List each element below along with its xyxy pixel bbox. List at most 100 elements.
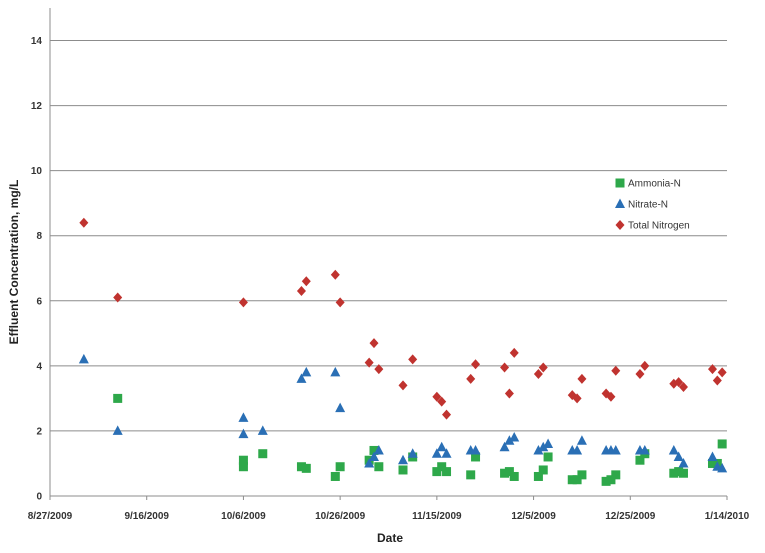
nitrate-n-point <box>572 444 583 455</box>
ammonia-n-point <box>238 455 248 465</box>
nitrate-n-point <box>717 462 728 473</box>
data-points <box>78 217 728 486</box>
ammonia-n-point <box>398 465 408 475</box>
total-nitrogen-point <box>577 373 587 384</box>
y-tick-label: 0 <box>36 492 42 503</box>
legend: Ammonia-N Nitrate-N Total Nitrogen <box>615 178 690 232</box>
ammonia-n-point <box>611 470 621 480</box>
ammonia-n-point <box>635 455 645 465</box>
ammonia-n-point <box>509 471 519 481</box>
nitrate-n-point <box>398 454 409 465</box>
ammonia-n-point <box>442 467 452 477</box>
ammonia-n-point <box>432 467 442 477</box>
nitrate-n-point <box>499 441 510 452</box>
nitrate-n-point <box>301 366 312 377</box>
total-nitrogen-point <box>364 357 374 368</box>
ammonia-n-point <box>567 475 577 485</box>
x-tick-label: 10/26/2009 <box>315 511 365 522</box>
total-nitrogen-point <box>471 359 481 370</box>
ammonia-n-point <box>258 449 268 459</box>
nitrate-n-point <box>538 441 549 452</box>
total-nitrogen-point <box>533 369 543 379</box>
x-tick-label: 8/27/2009 <box>28 511 73 522</box>
y-tick-label: 6 <box>36 296 42 307</box>
total-nitrogen-legend-marker <box>615 220 625 230</box>
gridlines <box>50 40 727 432</box>
x-tick-label: 12/25/2009 <box>605 511 655 522</box>
nitrate-n-point <box>504 435 515 445</box>
nitrate-n-point <box>509 431 520 442</box>
x-tick-label: 12/5/2009 <box>511 511 556 522</box>
ammonia-n-point <box>572 475 582 485</box>
total-nitrogen-point <box>301 276 311 287</box>
nitrate-n-point <box>373 444 384 455</box>
nitrate-n-point <box>335 402 346 413</box>
nitrate-n-point <box>238 412 249 422</box>
total-nitrogen-point <box>442 409 452 420</box>
total-nitrogen-point <box>509 347 519 358</box>
x-tick-label: 11/15/2009 <box>412 511 462 522</box>
nitrate-n-point <box>673 451 684 461</box>
ammonia-n-point <box>330 471 340 481</box>
ammonia-n-point <box>707 458 717 468</box>
nitrate-n-point <box>678 457 689 468</box>
nitrate-n-point <box>639 444 650 455</box>
total-nitrogen-point <box>330 269 340 280</box>
total-nitrogen-point <box>500 362 510 373</box>
total-nitrogen-point <box>606 391 616 402</box>
ammonia-n-point <box>678 468 688 478</box>
total-nitrogen-point <box>640 360 650 371</box>
nitrate-n-point <box>330 366 341 377</box>
nitrate-n-point <box>407 448 418 458</box>
ammonia-n-point <box>466 470 476 480</box>
nitrate-n-point <box>431 448 442 458</box>
total-nitrogen-point <box>296 286 306 297</box>
total-nitrogen-point <box>374 364 384 375</box>
total-nitrogen-point <box>678 382 688 393</box>
nitrate-n-point <box>533 444 544 455</box>
nitrate-n-point <box>668 444 679 455</box>
total-nitrogen-point <box>611 365 621 376</box>
total-nitrogen-point <box>466 373 476 384</box>
nitrate-n-point <box>436 441 447 452</box>
total-nitrogen-point <box>432 391 442 402</box>
total-nitrogen-point <box>335 297 345 308</box>
ammonia-n-point <box>669 468 679 478</box>
ammonia-n-point <box>437 462 447 472</box>
ammonia-n-point <box>577 470 587 480</box>
ammonia-n-point <box>674 467 684 477</box>
ammonia-n-point <box>471 452 481 462</box>
x-tick-label: 9/16/2009 <box>124 511 169 522</box>
ammonia-n-legend-label: Ammonia-N <box>628 179 681 190</box>
ammonia-n-point <box>606 475 616 485</box>
total-nitrogen-point <box>712 375 722 386</box>
nitrate-n-point <box>543 438 554 448</box>
x-tick-label: 10/6/2009 <box>221 511 266 522</box>
total-nitrogen-point <box>635 369 645 379</box>
nitrate-n-legend-label: Nitrate-N <box>628 200 668 211</box>
ammonia-n-point <box>296 462 306 472</box>
y-tick-label: 8 <box>36 231 42 242</box>
ammonia-n-point <box>113 393 123 403</box>
ammonia-n-point <box>504 467 514 477</box>
y-tick-labels: 0 2 4 6 8 10 12 14 <box>31 36 43 502</box>
ammonia-n-point <box>601 476 611 486</box>
total-nitrogen-point <box>504 388 514 399</box>
y-tick-label: 12 <box>31 101 43 112</box>
ammonia-n-point <box>301 463 311 473</box>
nitrate-n-point <box>238 428 249 439</box>
ammonia-n-point <box>374 462 384 472</box>
ammonia-n-point <box>717 439 727 449</box>
total-nitrogen-point <box>538 362 548 373</box>
nitrate-n-point <box>441 448 452 458</box>
ammonia-n-legend-marker <box>615 178 625 188</box>
y-axis-title: Effluent Concentration, mg/L <box>7 180 21 345</box>
total-nitrogen-point <box>674 377 684 388</box>
ammonia-n-point <box>538 465 548 475</box>
total-nitrogen-point <box>437 396 447 407</box>
total-nitrogen-point <box>369 338 379 349</box>
nitrate-n-point <box>364 457 375 468</box>
ammonia-n-point <box>369 445 379 455</box>
axes <box>49 8 728 500</box>
